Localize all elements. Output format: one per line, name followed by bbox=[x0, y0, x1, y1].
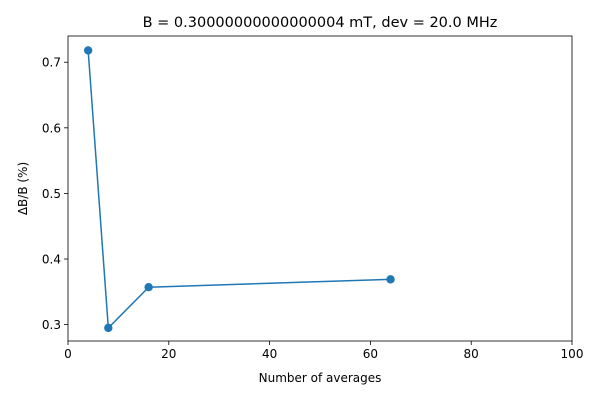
y-tick-label: 0.7 bbox=[42, 56, 61, 70]
x-axis-label: Number of averages bbox=[259, 371, 382, 385]
axes-frame bbox=[67, 35, 573, 342]
data-point bbox=[144, 283, 153, 292]
y-axis-label: ΔB/B (%) bbox=[16, 162, 30, 215]
plot-area bbox=[83, 46, 395, 333]
series-line bbox=[87, 50, 391, 330]
x-tick-label: 20 bbox=[161, 347, 176, 361]
x-tick-label: 100 bbox=[561, 347, 584, 361]
x-tick-label: 60 bbox=[363, 347, 378, 361]
data-point bbox=[104, 323, 113, 333]
axis-ticks: 0 20 40 60 80 100 0.3 0.4 0.5 0.6 0.7 bbox=[42, 56, 584, 361]
x-tick-label: 40 bbox=[262, 347, 277, 361]
data-point bbox=[386, 275, 395, 284]
y-tick-label: 0.6 bbox=[42, 121, 61, 135]
chart-title: B = 0.30000000000000004 mT, dev = 20.0 M… bbox=[143, 15, 498, 31]
y-tick-label: 0.3 bbox=[42, 318, 61, 332]
y-tick-label: 0.4 bbox=[42, 253, 61, 267]
x-tick-label: 0 bbox=[64, 347, 72, 361]
x-tick-label: 80 bbox=[464, 347, 479, 361]
y-tick-label: 0.5 bbox=[42, 187, 61, 201]
data-point bbox=[83, 46, 93, 55]
